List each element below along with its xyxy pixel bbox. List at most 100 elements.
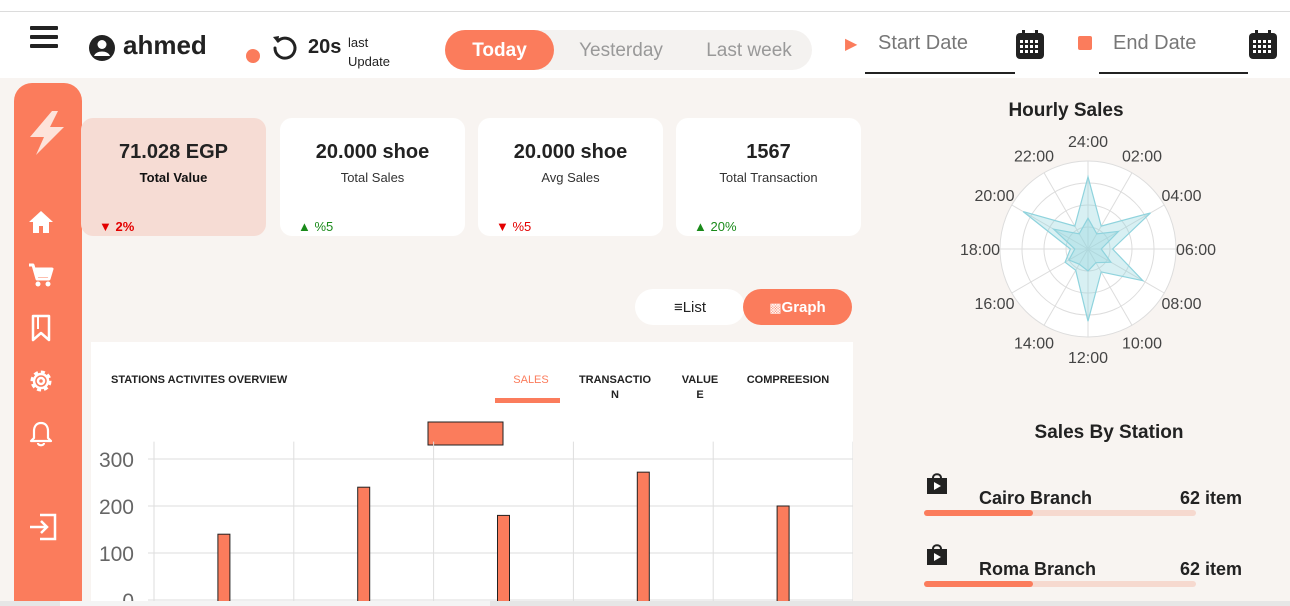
- panel-title: STATIONS ACTIVITES OVERVIEW: [111, 374, 288, 386]
- end-date-placeholder: End Date: [1113, 32, 1197, 54]
- radar-spoke: [1087, 248, 1165, 294]
- radar-spoke: [1043, 172, 1089, 250]
- refresh-interval: 20s: [308, 36, 342, 58]
- logout-icon[interactable]: [27, 511, 59, 543]
- hamburger-menu-icon[interactable]: [30, 26, 58, 48]
- radar-spoke: [1011, 248, 1089, 294]
- radar-axis-label: 10:00: [1122, 336, 1162, 353]
- home-icon[interactable]: [27, 208, 55, 236]
- radar-axis-label: 24:00: [1068, 136, 1108, 151]
- scrollbar-thumb[interactable]: [60, 601, 490, 606]
- hourly-sales-title: Hourly Sales: [1008, 100, 1124, 121]
- cart-icon[interactable]: [27, 261, 55, 289]
- kpi-card-total-sales[interactable]: 20.000 shoe Total Sales ▲ %5: [280, 118, 465, 236]
- station-progress-fill: [924, 581, 1033, 587]
- card-value: 20.000 shoe: [513, 141, 628, 163]
- tab-compression[interactable]: COMPREESION: [746, 374, 830, 386]
- station-name: Cairo Branch: [979, 488, 1093, 508]
- card-value: 20.000 shoe: [315, 141, 430, 163]
- top-border: [0, 11, 1290, 12]
- station-name: Roma Branch: [979, 559, 1097, 579]
- card-label: Total Transaction: [719, 170, 818, 185]
- radar-axis-label: 18:00: [960, 242, 1000, 259]
- stations-overview-panel: STATIONS ACTIVITES OVERVIEW SALES TRANSA…: [91, 342, 853, 606]
- change-indicator: ▼ 2%: [99, 219, 135, 234]
- list-icon: ≡: [673, 299, 683, 316]
- bar-chart-icon: ▩: [769, 300, 782, 315]
- tab-last-week[interactable]: Last week: [706, 40, 792, 61]
- bar[interactable]: [497, 514, 510, 606]
- tab-sales[interactable]: SALES: [513, 374, 549, 386]
- card-value: 1567: [746, 141, 791, 163]
- tab-yesterday[interactable]: Yesterday: [579, 40, 663, 61]
- tab-transaction[interactable]: TRANSACTIO N: [578, 374, 652, 401]
- start-date-placeholder: Start Date: [878, 32, 969, 54]
- tab-today[interactable]: Today: [445, 30, 554, 70]
- active-tab-underline: [495, 398, 560, 403]
- radar-axis-label: 06:00: [1176, 242, 1216, 259]
- bar[interactable]: [776, 505, 790, 606]
- user-icon: [89, 35, 115, 61]
- bar[interactable]: [357, 486, 371, 606]
- change-indicator: ▲ 20%: [694, 219, 737, 234]
- kpi-card-avg-sales[interactable]: 20.000 shoe Avg Sales ▼ %5: [478, 118, 663, 236]
- kpi-card-total-transaction[interactable]: 1567 Total Transaction ▲ 20%: [676, 118, 861, 236]
- calendar-icon[interactable]: [1015, 30, 1045, 60]
- radar-axis-label: 08:00: [1162, 296, 1202, 313]
- calendar-icon[interactable]: [1248, 30, 1278, 60]
- end-date-field[interactable]: End Date: [1099, 28, 1248, 74]
- start-date-field[interactable]: Start Date: [865, 28, 1015, 74]
- station-item[interactable]: Roma Branch 62 item: [922, 543, 1252, 593]
- station-count: 62 item: [1179, 559, 1242, 579]
- card-label: Total Value: [139, 170, 208, 185]
- legend-swatch[interactable]: [427, 421, 504, 446]
- bar[interactable]: [636, 471, 650, 606]
- radar-series-area: [1051, 216, 1121, 272]
- shopping-bag-icon: [927, 473, 947, 494]
- sales-by-station-title: Sales By Station: [1034, 422, 1184, 443]
- y-tick-label: 0: [122, 590, 134, 606]
- card-value: 71.028 EGP: [119, 141, 228, 163]
- radar-series-area: [1022, 174, 1151, 322]
- radar-axis-label: 02:00: [1122, 148, 1162, 165]
- list-view-button[interactable]: ≡List: [635, 289, 745, 325]
- radar-spoke: [1087, 172, 1133, 250]
- station-progress-bar: [924, 510, 1196, 516]
- kpi-card-total-value[interactable]: 71.028 EGP Total Value ▼ 2%: [81, 118, 266, 236]
- y-tick-label: 200: [99, 496, 134, 519]
- radar-spoke: [1087, 248, 1133, 326]
- shopping-bag-icon: [927, 544, 947, 565]
- y-tick-label: 100: [99, 543, 134, 566]
- bookmark-icon[interactable]: [27, 314, 55, 342]
- radar-axis-label: 16:00: [974, 296, 1014, 313]
- radar-axis-label: 22:00: [1014, 148, 1054, 165]
- username: ahmed: [123, 30, 207, 60]
- graph-view-button[interactable]: ▩Graph: [743, 289, 852, 325]
- settings-icon[interactable]: [27, 367, 55, 395]
- status-dot: [246, 49, 260, 63]
- sidebar: [14, 83, 82, 606]
- radar-spoke: [1087, 204, 1165, 250]
- period-tabs: Today Yesterday Last week: [445, 30, 812, 70]
- hourly-sales-radar-chart: 24:00 02:00 04:00 06:00 08:00 10:00 12:00 14:00…: [960, 136, 1216, 366]
- radar-axis-label: 12:00: [1068, 350, 1108, 366]
- station-count: 62 item: [1179, 488, 1242, 508]
- sales-bar-chart: 0 100 200 300: [99, 421, 853, 606]
- lightning-icon: [30, 111, 64, 155]
- bell-icon[interactable]: [27, 420, 55, 448]
- change-indicator: ▲ %5: [298, 219, 334, 234]
- horizontal-scrollbar[interactable]: [0, 601, 1290, 606]
- last-update-label: last Update: [348, 35, 390, 69]
- station-item[interactable]: Cairo Branch 62 item: [922, 472, 1252, 522]
- refresh-icon[interactable]: [270, 32, 300, 62]
- bar[interactable]: [217, 533, 231, 606]
- card-label: Total Sales: [340, 170, 405, 185]
- card-label: Avg Sales: [541, 170, 600, 185]
- radar-axis-label: 04:00: [1162, 188, 1202, 205]
- y-tick-label: 300: [99, 449, 134, 472]
- tab-value[interactable]: VALUE E: [681, 374, 719, 401]
- change-indicator: ▼ %5: [496, 219, 532, 234]
- radar-spoke: [1043, 248, 1089, 326]
- station-progress-bar: [924, 581, 1196, 587]
- stop-icon: [1078, 36, 1092, 50]
